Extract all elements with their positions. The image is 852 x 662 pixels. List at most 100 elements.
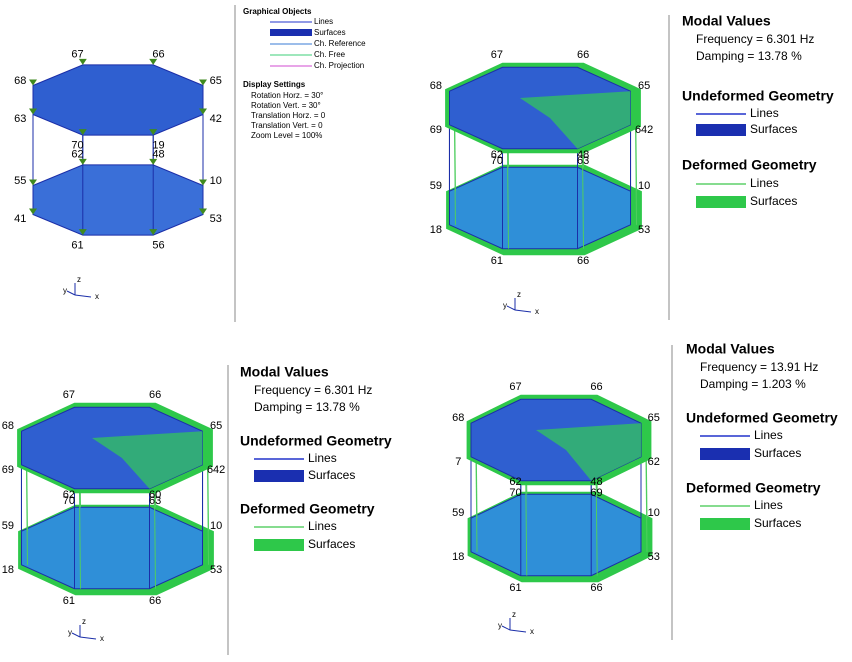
legend-swatch xyxy=(254,470,304,482)
legend-item: Surfaces xyxy=(308,468,355,482)
frequency: Frequency = 6.301 Hz xyxy=(254,383,372,397)
top-surface xyxy=(33,65,203,135)
node-label: 48 xyxy=(152,148,164,160)
node-label: 61 xyxy=(509,582,521,594)
node-label: 53 xyxy=(210,213,222,225)
node-label: 642 xyxy=(207,464,225,476)
node-label: 642 xyxy=(635,124,653,136)
section-title: Undeformed Geometry xyxy=(686,410,838,426)
setting: Zoom Level = 100% xyxy=(251,131,322,140)
setting: Rotation Vert. = 30° xyxy=(251,101,321,110)
legend-swatch xyxy=(700,448,750,460)
node-label: 67 xyxy=(63,389,75,401)
screenshot: Graphical Objects Lines Surfaces Ch. Ref… xyxy=(0,0,852,657)
axis-label: y xyxy=(498,621,502,630)
axis-x xyxy=(75,295,91,297)
node-label: 65 xyxy=(638,80,650,92)
legend-swatch xyxy=(696,196,746,208)
node-label: 53 xyxy=(210,564,222,576)
section-title: Modal Values xyxy=(682,13,771,29)
axis-x xyxy=(515,310,531,312)
node-label: 68 xyxy=(14,75,26,87)
legend-item: Surfaces xyxy=(314,28,346,37)
legend-item: Surfaces xyxy=(308,537,355,551)
frequency: Frequency = 13.91 Hz xyxy=(700,360,818,374)
legend-panel: Modal Values Frequency = 6.301 Hz Damping … xyxy=(240,364,392,551)
node-label: 7 xyxy=(455,456,461,468)
node-label: 68 xyxy=(2,420,14,432)
node-label: 42 xyxy=(210,113,222,125)
legend-item: Ch. Reference xyxy=(314,39,366,48)
damping: Damping = 13.78 % xyxy=(254,400,360,414)
legend-panel: Modal Values Frequency = 13.91 Hz Damping … xyxy=(686,341,838,530)
axis-label: y xyxy=(68,628,72,637)
node-label: 66 xyxy=(577,49,589,61)
axis-label: x xyxy=(95,292,99,301)
damping: Damping = 1.203 % xyxy=(700,377,806,391)
node-label: 61 xyxy=(491,255,503,267)
bottom-surface xyxy=(33,165,203,235)
node-label: 62 xyxy=(509,476,521,488)
node-label: 62 xyxy=(63,489,75,501)
legend-title: Graphical Objects xyxy=(243,7,312,16)
node-label: 53 xyxy=(648,551,660,563)
axis-label: x xyxy=(535,307,539,316)
legend-swatch xyxy=(696,124,746,136)
section-title: Modal Values xyxy=(240,364,329,380)
node-label: 65 xyxy=(210,75,222,87)
node-label: 65 xyxy=(648,412,660,424)
legend-item: Surfaces xyxy=(754,446,801,460)
section-title: Undeformed Geometry xyxy=(682,88,834,104)
node-label: 59 xyxy=(452,507,464,519)
node-label: 10 xyxy=(638,180,650,192)
node-label: 63 xyxy=(14,113,26,125)
node-label: 62 xyxy=(71,148,83,160)
geometry-view: 67666542197063686248105356614155yzx xyxy=(14,48,222,301)
node-label: 53 xyxy=(638,224,650,236)
node-label: 61 xyxy=(63,595,75,607)
setting: Translation Horz. = 0 xyxy=(251,111,326,120)
bottom-surface xyxy=(471,494,641,575)
legend-item: Surfaces xyxy=(750,122,797,136)
legend-item: Ch. Projection xyxy=(314,61,364,70)
legend-item: Lines xyxy=(308,451,337,465)
node-label: 66 xyxy=(590,381,602,393)
axis-label: x xyxy=(530,627,534,636)
axis-y xyxy=(507,306,515,310)
axis-label: z xyxy=(517,290,521,299)
node-label: 62 xyxy=(491,149,503,161)
node-label: 69 xyxy=(2,464,14,476)
axis-label: y xyxy=(63,286,67,295)
bottom-surface xyxy=(450,167,631,248)
node-label: 70 xyxy=(509,487,521,499)
axis-label: z xyxy=(82,617,86,626)
node-label: 66 xyxy=(590,582,602,594)
frequency: Frequency = 6.301 Hz xyxy=(696,32,814,46)
node-label: 48 xyxy=(590,476,602,488)
node-label: 67 xyxy=(509,381,521,393)
node-label: 18 xyxy=(452,551,464,563)
legend-swatch xyxy=(700,518,750,530)
node-label: 10 xyxy=(210,520,222,532)
node-label: 69 xyxy=(590,487,602,499)
section-title: Deformed Geometry xyxy=(682,157,817,173)
node-label: 59 xyxy=(2,520,14,532)
legend-item: Lines xyxy=(308,519,337,533)
node-label: 60 xyxy=(149,489,161,501)
node-label: 61 xyxy=(71,240,83,252)
node-label: 68 xyxy=(452,412,464,424)
section-title: Undeformed Geometry xyxy=(240,433,392,449)
legend-item: Lines xyxy=(314,17,333,26)
node-label: 67 xyxy=(71,48,83,60)
geometry-view: 6766656269707686248105366611859yzx xyxy=(452,381,660,636)
section-title: Deformed Geometry xyxy=(686,480,821,496)
axis-x xyxy=(80,637,96,639)
section-title: Deformed Geometry xyxy=(240,501,375,517)
legend-item: Lines xyxy=(750,176,779,190)
node-label: 41 xyxy=(14,213,26,225)
legend-item: Surfaces xyxy=(754,516,801,530)
section-title: Modal Values xyxy=(686,341,775,357)
node-label: 48 xyxy=(577,149,589,161)
node-label: 66 xyxy=(152,48,164,60)
